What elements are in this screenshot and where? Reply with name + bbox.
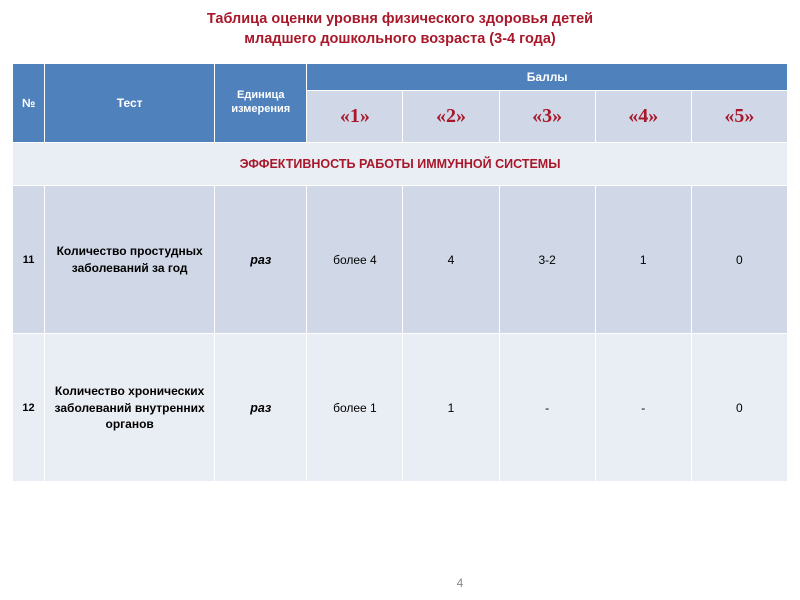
table-row: 11 Количество простудных заболеваний за … (13, 186, 788, 334)
cell-test: Количество хронических заболеваний внутр… (45, 334, 215, 482)
cell-score-5: 0 (691, 334, 787, 482)
cell-unit: раз (215, 186, 307, 334)
cell-score-2: 1 (403, 334, 499, 482)
cell-score-1: более 4 (307, 186, 403, 334)
page-title: Таблица оценки уровня физического здоров… (12, 10, 788, 49)
header-score-4: «4» (595, 91, 691, 143)
cell-test: Количество простудных заболеваний за год (45, 186, 215, 334)
assessment-table: № Тест Единица измерения Баллы «1» «2» «… (12, 63, 788, 482)
cell-score-3: 3-2 (499, 186, 595, 334)
cell-score-5: 0 (691, 186, 787, 334)
header-score-2: «2» (403, 91, 499, 143)
cell-num: 12 (13, 334, 45, 482)
cell-score-2: 4 (403, 186, 499, 334)
header-scores: Баллы (307, 64, 788, 91)
header-score-3: «3» (499, 91, 595, 143)
title-line-1: Таблица оценки уровня физического здоров… (207, 11, 593, 27)
header-test: Тест (45, 64, 215, 143)
header-score-1: «1» (307, 91, 403, 143)
cell-score-4: - (595, 334, 691, 482)
cell-score-1: более 1 (307, 334, 403, 482)
page-number: 4 (0, 576, 800, 590)
cell-unit: раз (215, 334, 307, 482)
section-heading: ЭФФЕКТИВНОСТЬ РАБОТЫ ИММУННОЙ СИСТЕМЫ (13, 143, 788, 186)
cell-num: 11 (13, 186, 45, 334)
header-num: № (13, 64, 45, 143)
header-unit: Единица измерения (215, 64, 307, 143)
table-row: 12 Количество хронических заболеваний вн… (13, 334, 788, 482)
header-score-5: «5» (691, 91, 787, 143)
cell-score-3: - (499, 334, 595, 482)
cell-score-4: 1 (595, 186, 691, 334)
title-line-2: младшего дошкольного возраста (3-4 года) (244, 31, 555, 47)
